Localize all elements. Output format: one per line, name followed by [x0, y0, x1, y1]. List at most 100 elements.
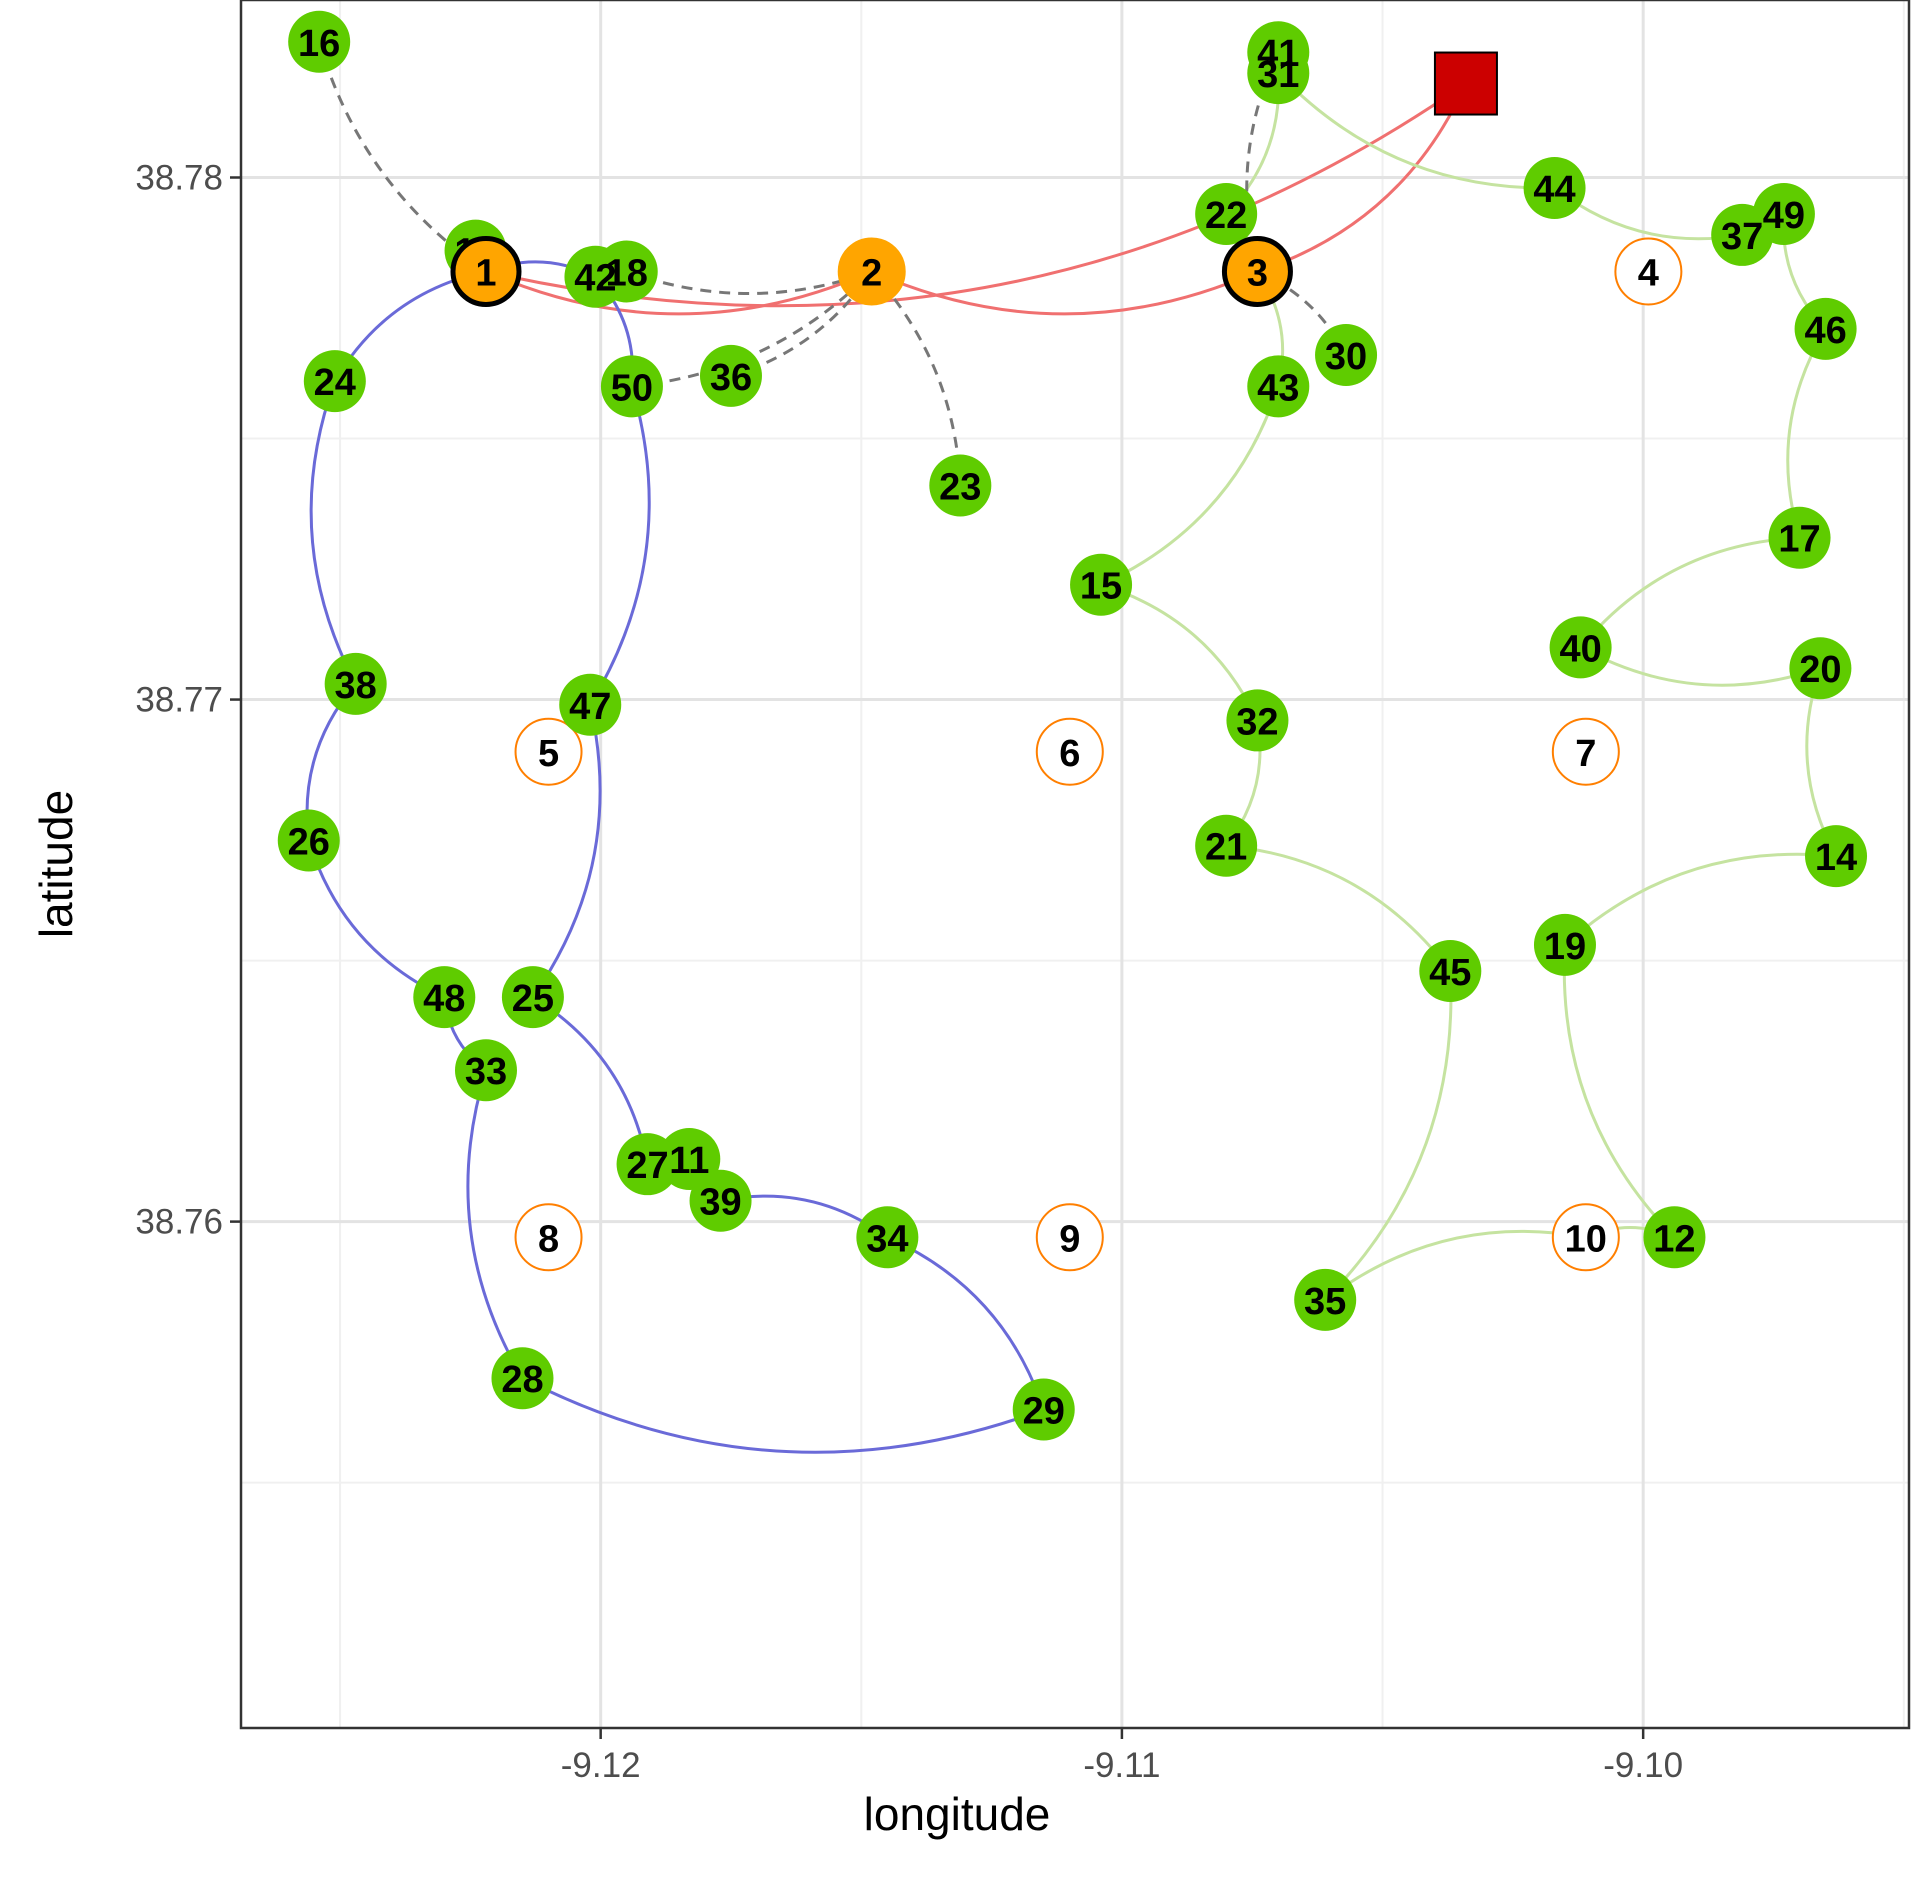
nodes: 4567891011121314151617181920212223242526…	[277, 10, 1868, 1441]
customer-marker	[1523, 156, 1586, 219]
y-tick-label: 38.76	[135, 1203, 223, 1242]
customer-label: 21	[1205, 827, 1247, 869]
customer-marker	[689, 1169, 752, 1232]
customer-label: 37	[1721, 216, 1763, 258]
plot-border	[239, 0, 1911, 1730]
customer-label: 32	[1236, 701, 1278, 743]
facility-closed-marker	[1614, 237, 1683, 306]
customer-label: 23	[939, 467, 981, 509]
facility-label: 4	[1638, 252, 1659, 294]
customer-label: 28	[501, 1359, 543, 1401]
customer-marker	[699, 344, 762, 407]
customer-marker	[324, 652, 387, 715]
customer-marker	[1247, 21, 1310, 84]
customer-marker	[600, 355, 663, 418]
customer-marker	[564, 245, 627, 308]
customer-label: 26	[288, 822, 330, 864]
customer-label: 34	[866, 1218, 908, 1260]
customer-label: 29	[1023, 1391, 1065, 1433]
route-segment	[887, 1237, 1046, 1411]
customer-label: 39	[699, 1182, 741, 1224]
route-segment	[485, 271, 872, 316]
customer-marker	[1752, 183, 1815, 246]
assignment-link	[631, 271, 872, 388]
customer-marker	[1549, 616, 1612, 679]
customer-marker	[1195, 814, 1258, 877]
facility-closed-marker	[1035, 1203, 1104, 1272]
customer-marker	[1247, 355, 1310, 418]
customer-label: 22	[1205, 195, 1247, 237]
facility-closed-marker	[1035, 717, 1104, 786]
customer-label: 44	[1533, 169, 1575, 211]
route-segment	[871, 271, 1258, 316]
customer-marker	[288, 10, 351, 73]
x-tick-label: -9.10	[1603, 1746, 1683, 1785]
facility-closed-marker	[1551, 1203, 1620, 1272]
customer-label: 38	[335, 665, 377, 707]
customer-label: 16	[298, 23, 340, 65]
facility-closed-marker	[514, 717, 583, 786]
customer-marker	[1533, 913, 1596, 976]
customer-label: 15	[1080, 566, 1122, 608]
facility-closed-marker	[514, 1203, 583, 1272]
customer-label: 25	[512, 978, 554, 1020]
route-segment	[1579, 536, 1800, 649]
facility-label: 10	[1565, 1218, 1607, 1260]
route-segment	[521, 1376, 1043, 1454]
customer-label: 30	[1325, 336, 1367, 378]
customer-marker	[1768, 506, 1831, 569]
customer-label: 11	[669, 1140, 709, 1182]
facility-label: 5	[538, 733, 559, 775]
x-axis-ticks: -9.12 -9.11 -9.10	[561, 1728, 1683, 1785]
facility-label: 6	[1059, 733, 1080, 775]
route-segment	[1579, 646, 1821, 687]
facility-label: 9	[1059, 1218, 1080, 1260]
route-segment	[531, 705, 600, 998]
y-axis-ticks: 38.76 38.77 38.78	[135, 158, 241, 1242]
assignment-link	[1257, 271, 1348, 356]
customer-marker	[1195, 183, 1258, 246]
facility-label: 8	[538, 1218, 559, 1260]
route-segment	[1256, 84, 1466, 273]
route-segment	[1277, 72, 1555, 190]
route-segment	[309, 380, 356, 684]
facility-label: 2	[861, 252, 882, 294]
customer-label: 18	[606, 252, 648, 294]
customer-label: 46	[1804, 310, 1846, 352]
customer-label: 33	[465, 1051, 507, 1093]
customer-marker	[501, 966, 564, 1029]
customer-marker	[1070, 553, 1133, 616]
customer-label: 35	[1304, 1281, 1346, 1323]
route-segment	[1100, 385, 1280, 587]
route-segment	[1226, 844, 1452, 972]
customer-marker	[1789, 637, 1852, 700]
customer-marker	[1643, 1206, 1706, 1269]
customer-marker	[1315, 323, 1378, 386]
facility-label: 1	[475, 252, 496, 294]
customer-label: 41	[1257, 33, 1299, 75]
customer-marker	[856, 1206, 919, 1269]
y-tick-label: 38.77	[135, 681, 223, 720]
customer-label: 49	[1763, 195, 1805, 237]
customer-marker	[491, 1347, 554, 1410]
customer-label: 24	[314, 362, 356, 404]
y-axis-title: latitude	[30, 790, 82, 938]
customer-label: 12	[1653, 1218, 1695, 1260]
route-segment	[1324, 970, 1453, 1301]
customer-label: 31	[1257, 54, 1299, 96]
customer-marker	[616, 1133, 679, 1196]
customer-marker	[454, 1039, 517, 1102]
customer-label: 14	[1815, 837, 1857, 879]
customer-marker	[413, 966, 476, 1029]
facility-open-marker	[837, 237, 906, 306]
x-axis-title: longitude	[864, 1788, 1051, 1840]
route-segment	[466, 1069, 523, 1378]
customer-label: 20	[1799, 649, 1841, 691]
customer-label: 19	[1544, 926, 1586, 968]
customer-label: 40	[1559, 628, 1601, 670]
customer-marker	[1419, 940, 1482, 1003]
facility-closed-marker	[1551, 717, 1620, 786]
route-segment	[588, 386, 651, 706]
assignment-link	[872, 271, 962, 486]
